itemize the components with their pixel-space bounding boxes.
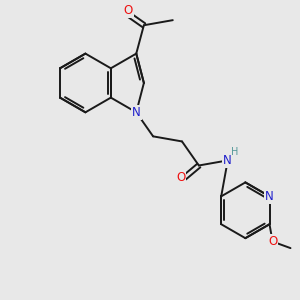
Text: N: N xyxy=(224,154,232,167)
Text: O: O xyxy=(268,235,277,248)
Text: O: O xyxy=(124,4,133,17)
Text: N: N xyxy=(132,106,141,119)
Text: N: N xyxy=(265,190,274,203)
Text: O: O xyxy=(176,171,185,184)
Text: H: H xyxy=(230,147,238,157)
